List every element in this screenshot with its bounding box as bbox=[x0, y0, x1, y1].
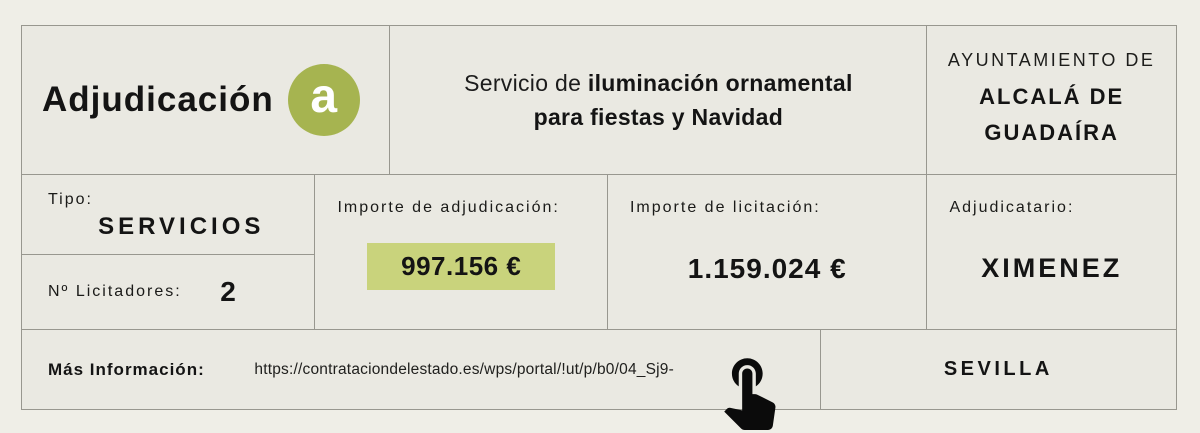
organization-cell: AYUNTAMIENTO DE ALCALÁ DE GUADAÍRA bbox=[927, 26, 1176, 174]
adjudicatario-cell: Adjudicatario: XIMENEZ bbox=[927, 175, 1176, 329]
location-cell: SEVILLA bbox=[821, 330, 1176, 409]
licitadores-label: Nº Licitadores: bbox=[48, 283, 182, 301]
location-value: SEVILLA bbox=[943, 358, 1053, 381]
importe-adjudicacion-value: 997.156 € bbox=[367, 243, 556, 291]
organization-prefix: AYUNTAMIENTO DE bbox=[947, 50, 1156, 71]
adjudicatario-label: Adjudicatario: bbox=[949, 199, 1075, 217]
info-url-link[interactable]: https://contrataciondelestado.es/wps/por… bbox=[254, 360, 674, 378]
type-and-bidders-column: Tipo: SERVICIOS Nº Licitadores: 2 bbox=[22, 175, 316, 330]
adjudicatario-value: XIMENEZ bbox=[981, 253, 1123, 284]
tipo-value: SERVICIOS bbox=[98, 213, 265, 241]
badge-letter: a bbox=[310, 70, 338, 124]
service-prefix: Servicio de bbox=[464, 69, 582, 96]
page-title: Adjudicación bbox=[42, 80, 274, 120]
contract-description-line2: para fiestas y Navidad bbox=[533, 104, 784, 131]
importe-licitacion-cell: Importe de licitación: 1.159.024 € bbox=[608, 175, 928, 330]
more-info-label: Más Información: bbox=[48, 359, 205, 379]
contract-description-line1: Servicio de iluminación ornamental bbox=[464, 66, 853, 102]
details-row: Tipo: SERVICIOS Nº Licitadores: 2 Import… bbox=[22, 175, 1176, 331]
footer-row: Más Información: https://contrataciondel… bbox=[22, 330, 1176, 431]
service-bold1: iluminación ornamental bbox=[587, 69, 853, 96]
importe-adjudicacion-label: Importe de adjudicación: bbox=[337, 199, 560, 217]
contract-description-cell: Servicio de iluminación ornamental para … bbox=[390, 26, 928, 175]
award-title-cell: Adjudicación a bbox=[22, 26, 391, 175]
importe-adjudicacion-cell: Importe de adjudicación: 997.156 € bbox=[315, 175, 608, 330]
touch-app-icon[interactable] bbox=[708, 348, 790, 431]
importe-licitacion-value: 1.159.024 € bbox=[687, 253, 847, 285]
letter-a-badge-icon: a bbox=[287, 64, 360, 137]
licitadores-cell: Nº Licitadores: 2 bbox=[22, 255, 314, 329]
more-info-cell: Más Información: https://contrataciondel… bbox=[22, 330, 821, 431]
award-card: Adjudicación a Servicio de iluminación o… bbox=[21, 25, 1177, 431]
licitadores-value: 2 bbox=[220, 276, 236, 308]
organization-name: ALCALÁ DE GUADAÍRA bbox=[979, 84, 1125, 145]
importe-licitacion-label: Importe de licitación: bbox=[629, 199, 821, 217]
tipo-label: Tipo: bbox=[48, 191, 93, 209]
tipo-cell: Tipo: SERVICIOS bbox=[22, 175, 315, 256]
header-row: Adjudicación a Servicio de iluminación o… bbox=[22, 26, 1176, 176]
